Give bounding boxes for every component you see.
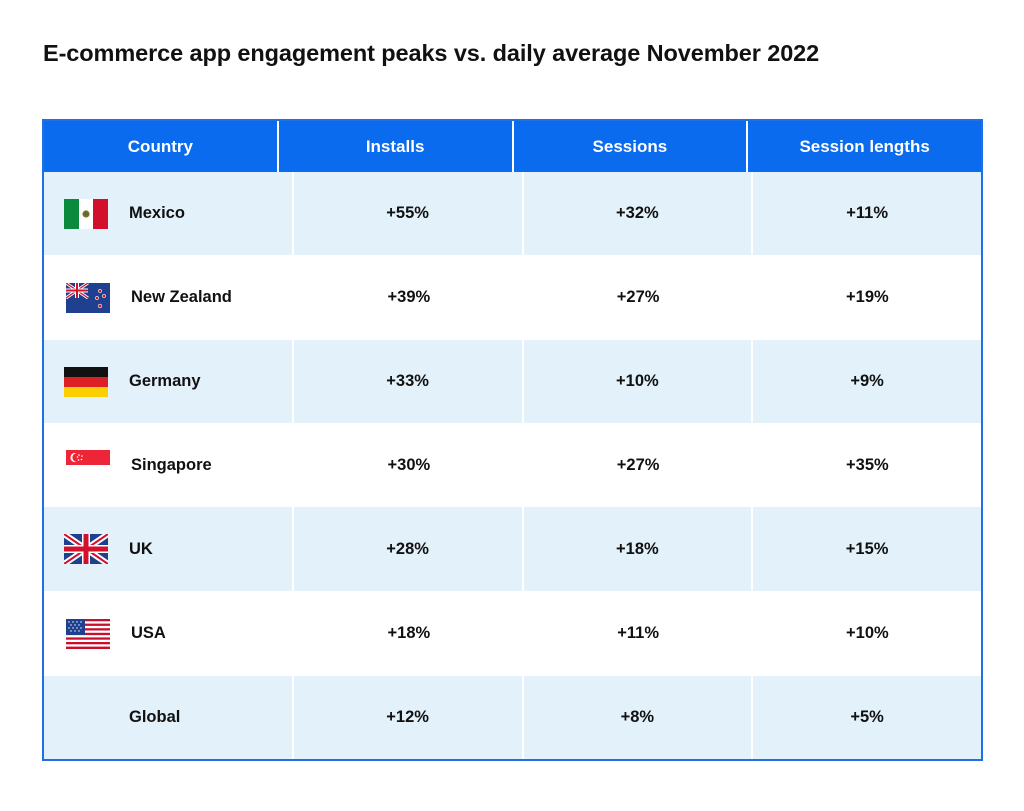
sessions-value: +10% (521, 340, 752, 423)
session-lengths-value: +19% (751, 255, 981, 340)
table-row: UK +28% +18% +15% (44, 507, 981, 591)
country-name: USA (131, 624, 166, 642)
sessions-value: +27% (522, 255, 752, 340)
installs-value: +55% (291, 172, 522, 255)
session-lengths-value: +9% (751, 340, 981, 423)
table-row: USA +18% +11% +10% (44, 591, 981, 676)
engagement-table: Country Installs Sessions Session length… (42, 119, 983, 761)
country-name: Singapore (131, 455, 212, 474)
sessions-value: +27% (522, 423, 752, 507)
header-session-lengths: Session lengths (746, 121, 981, 172)
session-lengths-value: +5% (751, 676, 981, 759)
usa-flag-icon (66, 618, 110, 649)
installs-value: +18% (293, 591, 522, 676)
header-country: Country (127, 136, 193, 156)
installs-value: +12% (291, 676, 522, 759)
table-body: Mexico +55% +32% +11% New Zealand +39% +27% +19… (44, 172, 981, 759)
country-name: UK (129, 539, 153, 558)
table-row: Mexico +55% +32% +11% (44, 172, 981, 255)
country-cell: Singapore (44, 423, 293, 507)
header-sessions: Sessions (511, 121, 747, 172)
table-row: Global +12% +8% +5% (44, 676, 981, 759)
session-lengths-value: +35% (751, 423, 981, 507)
mexico-flag-icon (64, 198, 108, 229)
sessions-value: +11% (522, 591, 752, 676)
page-title: E-commerce app engagement peaks vs. dail… (43, 40, 820, 66)
sessions-value: +18% (521, 507, 752, 591)
table-row: New Zealand +39% +27% +19% (44, 255, 981, 340)
country-cell: Mexico (44, 172, 292, 255)
country-name: Global (129, 708, 181, 726)
germany-flag-icon (64, 366, 108, 397)
country-cell: New Zealand (44, 255, 293, 340)
installs-value: +39% (293, 255, 522, 340)
installs-value: +30% (293, 423, 522, 507)
country-cell: Germany (44, 340, 292, 423)
header-installs: Installs (276, 121, 512, 172)
country-name: New Zealand (131, 288, 232, 306)
table-row: Germany +33% +10% +9% (44, 340, 981, 423)
new-zealand-flag-icon (66, 282, 110, 313)
table-row: Singapore +30% +27% +35% (44, 423, 981, 507)
country-name: Mexico (129, 204, 185, 222)
session-lengths-value: +15% (751, 507, 981, 591)
sessions-value: +32% (521, 172, 752, 255)
table-header: Country Installs Sessions Session length… (44, 121, 981, 172)
uk-flag-icon (64, 534, 108, 564)
session-lengths-value: +11% (751, 172, 981, 255)
country-cell: USA (44, 591, 293, 676)
country-name: Germany (129, 372, 201, 390)
country-cell: UK (44, 507, 292, 591)
installs-value: +33% (291, 340, 522, 423)
session-lengths-value: +10% (751, 591, 981, 676)
installs-value: +28% (291, 507, 522, 591)
country-cell: Global (44, 676, 292, 759)
sessions-value: +8% (521, 676, 752, 759)
singapore-flag-icon (66, 450, 110, 480)
